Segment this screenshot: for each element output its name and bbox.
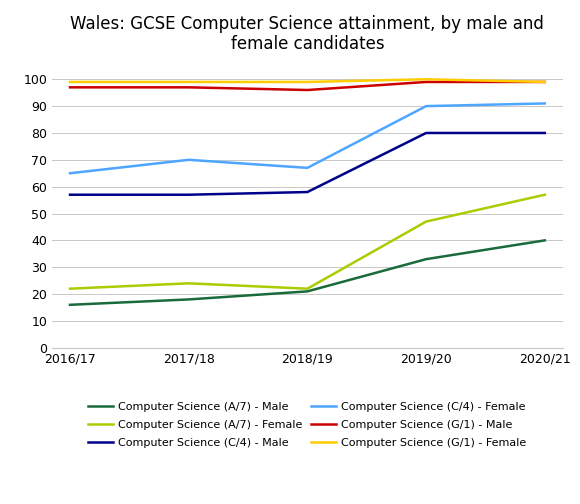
Line: Computer Science (A/7) - Male: Computer Science (A/7) - Male (70, 240, 545, 305)
Computer Science (C/4) - Female (304, 165, 311, 171)
Computer Science (C/4) - Male (541, 130, 548, 136)
Computer Science (C/4) - Female (541, 100, 548, 106)
Computer Science (A/7) - Female (423, 219, 430, 225)
Legend: Computer Science (A/7) - Male, Computer Science (A/7) - Female, Computer Science: Computer Science (A/7) - Male, Computer … (82, 397, 532, 453)
Computer Science (A/7) - Female (541, 192, 548, 198)
Computer Science (A/7) - Female (67, 286, 74, 292)
Computer Science (G/1) - Male (541, 79, 548, 85)
Line: Computer Science (C/4) - Male: Computer Science (C/4) - Male (70, 133, 545, 195)
Computer Science (C/4) - Male (423, 130, 430, 136)
Computer Science (G/1) - Female (423, 76, 430, 82)
Computer Science (G/1) - Male (423, 79, 430, 85)
Line: Computer Science (C/4) - Female: Computer Science (C/4) - Female (70, 103, 545, 173)
Computer Science (A/7) - Male (423, 256, 430, 262)
Computer Science (A/7) - Female (304, 286, 311, 292)
Computer Science (C/4) - Male (304, 189, 311, 195)
Computer Science (G/1) - Male (185, 84, 192, 90)
Computer Science (A/7) - Male (185, 296, 192, 302)
Line: Computer Science (G/1) - Female: Computer Science (G/1) - Female (70, 79, 545, 82)
Computer Science (G/1) - Female (185, 79, 192, 85)
Computer Science (G/1) - Male (304, 87, 311, 93)
Computer Science (C/4) - Male (185, 192, 192, 198)
Computer Science (C/4) - Female (67, 170, 74, 176)
Computer Science (G/1) - Male (67, 84, 74, 90)
Computer Science (A/7) - Male (304, 288, 311, 294)
Computer Science (G/1) - Female (304, 79, 311, 85)
Computer Science (A/7) - Male (541, 237, 548, 243)
Computer Science (A/7) - Female (185, 280, 192, 286)
Computer Science (C/4) - Male (67, 192, 74, 198)
Computer Science (A/7) - Male (67, 302, 74, 308)
Line: Computer Science (A/7) - Female: Computer Science (A/7) - Female (70, 195, 545, 289)
Computer Science (C/4) - Female (185, 157, 192, 163)
Line: Computer Science (G/1) - Male: Computer Science (G/1) - Male (70, 82, 545, 90)
Computer Science (C/4) - Female (423, 103, 430, 109)
Computer Science (G/1) - Female (541, 79, 548, 85)
Title: Wales: GCSE Computer Science attainment, by male and
female candidates: Wales: GCSE Computer Science attainment,… (70, 15, 545, 53)
Computer Science (G/1) - Female (67, 79, 74, 85)
